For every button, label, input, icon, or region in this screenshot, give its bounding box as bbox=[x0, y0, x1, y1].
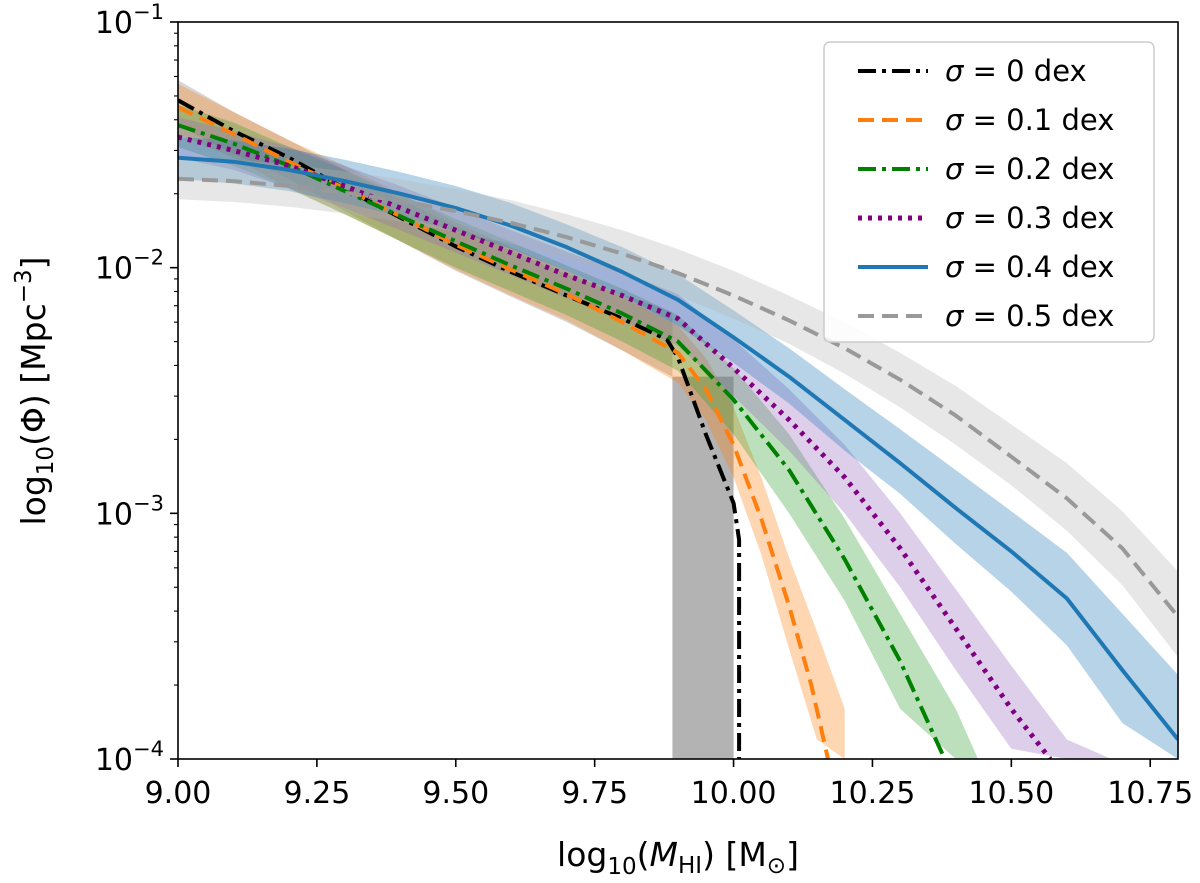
y-tick-label: 10−4 bbox=[95, 737, 164, 778]
line-sigma-0p3 bbox=[178, 134, 1053, 759]
legend-label-sigma-0p4: σ = 0.4 dex bbox=[945, 250, 1114, 284]
axis-labels: log10(MHI) [M⊙] log10(Φ) [Mpc−3] bbox=[11, 256, 799, 880]
x-tick-label: 10.75 bbox=[1107, 776, 1193, 811]
x-tick-label: 9.75 bbox=[561, 776, 628, 811]
band-rect-sigma-0 bbox=[672, 376, 734, 759]
x-tick-label: 10.50 bbox=[968, 776, 1054, 811]
legend-label-sigma-0p1: σ = 0.1 dex bbox=[945, 103, 1114, 137]
confidence-bands bbox=[178, 80, 1178, 759]
x-axis-label: log10(MHI) [M⊙] bbox=[557, 835, 799, 878]
band-sigma-0p3 bbox=[178, 117, 1112, 759]
plot-frame bbox=[177, 21, 1179, 760]
line-sigma-0p4 bbox=[178, 155, 1178, 741]
x-tick-label: 10.25 bbox=[829, 776, 915, 811]
y-tick-label: 10−2 bbox=[95, 246, 164, 287]
legend-label-sigma-0: σ = 0 dex bbox=[945, 54, 1087, 88]
x-tick-label: 9.00 bbox=[145, 776, 212, 811]
band-sigma-0p2 bbox=[178, 104, 978, 759]
x-tick-label: 9.50 bbox=[422, 776, 489, 811]
axis-ticks: 9.00 9.25 9.50 9.75 10.00 10.25 10.50 10.75 10−4… bbox=[95, 0, 1193, 811]
legend-label-sigma-0p5: σ = 0.5 dex bbox=[945, 299, 1114, 333]
y-tick-label: 10−1 bbox=[95, 0, 164, 41]
line-sigma-0p5 bbox=[178, 176, 1178, 618]
band-sigma-0p1 bbox=[178, 83, 845, 759]
chart-legend: σ = 0 dex σ = 0.1 dex σ = 0.2 dex σ = 0.3 d… bbox=[823, 41, 1155, 343]
y-tick-label: 10−3 bbox=[95, 491, 164, 532]
band-sigma-0p5 bbox=[178, 157, 1178, 658]
series-lines bbox=[178, 98, 1178, 759]
x-tick-label: 10.00 bbox=[691, 776, 777, 811]
x-tick-label: 9.25 bbox=[283, 776, 350, 811]
legend-label-sigma-0p2: σ = 0.2 dex bbox=[945, 152, 1114, 186]
legend-label-sigma-0p3: σ = 0.3 dex bbox=[945, 201, 1114, 235]
y-axis-label: log10(Φ) [Mpc−3] bbox=[11, 256, 59, 525]
